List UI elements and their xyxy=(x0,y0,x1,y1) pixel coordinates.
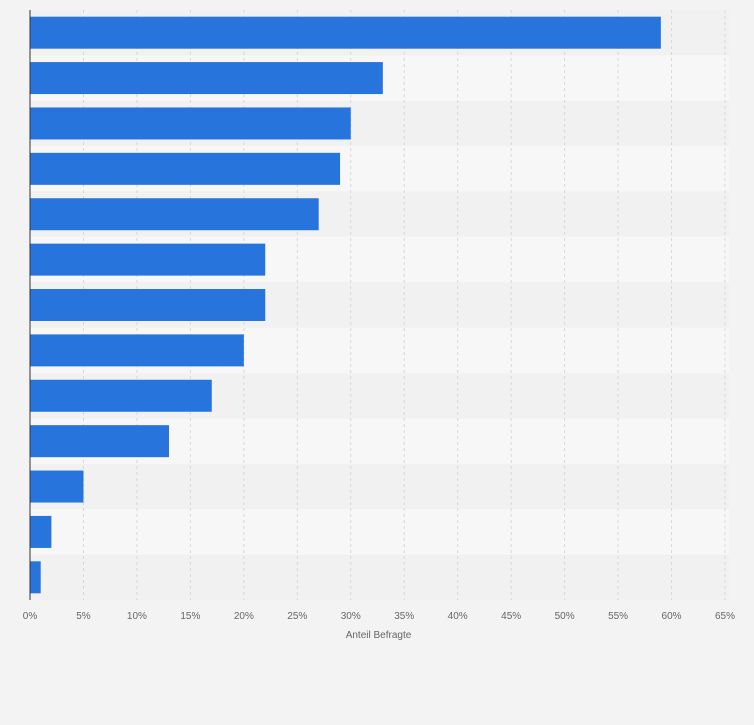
x-tick-label: 50% xyxy=(555,611,575,622)
bar xyxy=(30,289,266,321)
bar xyxy=(30,561,41,594)
x-tick-label: 65% xyxy=(715,611,735,622)
bar xyxy=(30,243,266,276)
x-tick-label: 55% xyxy=(608,611,628,622)
x-tick-label: 45% xyxy=(501,611,521,622)
x-tick-label: 15% xyxy=(180,611,200,622)
bar xyxy=(30,379,212,412)
x-tick-label: 25% xyxy=(287,611,307,622)
bar xyxy=(30,16,661,49)
bar xyxy=(30,334,244,367)
bar xyxy=(30,152,341,185)
bar xyxy=(30,425,169,458)
x-tick-label: 35% xyxy=(394,611,414,622)
x-axis-title: Anteil Befragte xyxy=(346,630,412,641)
x-tick-label: 30% xyxy=(341,611,361,622)
bar xyxy=(30,515,52,548)
row-band xyxy=(30,463,729,510)
x-tick-label: 5% xyxy=(76,611,91,622)
x-tick-label: 10% xyxy=(127,611,147,622)
bar xyxy=(30,107,351,140)
x-tick-label: 20% xyxy=(234,611,254,622)
row-band xyxy=(30,554,729,600)
bar xyxy=(30,62,383,95)
x-tick-label: 40% xyxy=(448,611,468,622)
bar xyxy=(30,198,319,231)
row-band xyxy=(30,509,729,555)
bar xyxy=(30,470,84,503)
x-tick-label: 60% xyxy=(662,611,682,622)
x-tick-label: 0% xyxy=(23,611,38,622)
